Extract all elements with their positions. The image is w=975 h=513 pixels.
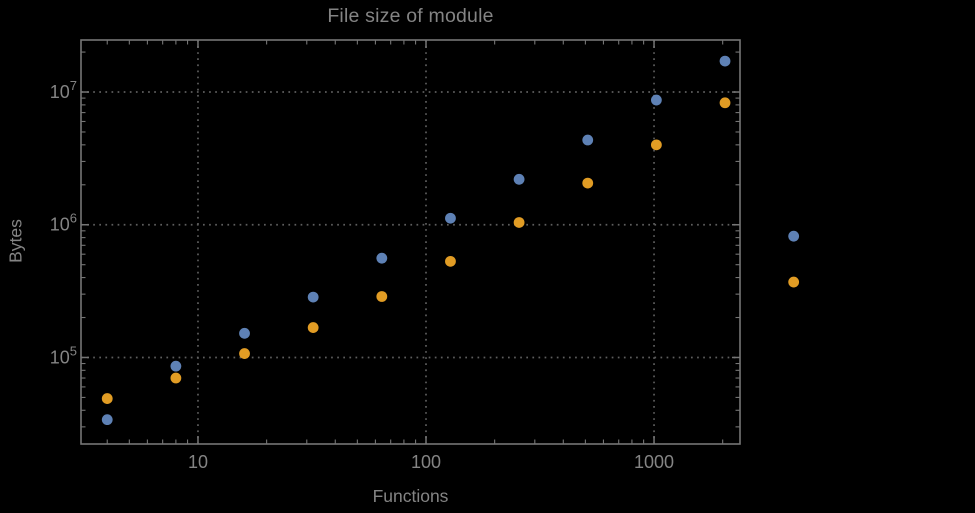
orange-point <box>513 217 525 228</box>
blue-point <box>788 230 800 242</box>
orange-point <box>582 177 594 189</box>
orange-point <box>788 276 800 288</box>
orange-point <box>307 322 319 333</box>
gridlines <box>81 40 740 444</box>
y-tick-label: 106 <box>50 211 77 235</box>
y-tick-label: 107 <box>50 78 77 102</box>
orange-point <box>650 139 662 151</box>
chart-title: File size of module <box>327 5 494 27</box>
orange-point <box>239 348 250 359</box>
blue-point <box>445 212 456 224</box>
blue-point <box>307 291 319 303</box>
y-tick-labels: 105 106 107 <box>50 78 77 367</box>
orange-point <box>719 97 731 109</box>
series-blue <box>101 55 800 426</box>
blue-point <box>582 134 594 146</box>
blue-point <box>650 94 662 106</box>
x-tick-label: 10 <box>188 452 208 472</box>
x-axis-label: Functions <box>372 486 449 506</box>
orange-point <box>376 291 388 302</box>
orange-point <box>445 255 456 267</box>
plot-frame <box>80 39 741 445</box>
orange-point <box>170 372 182 384</box>
blue-point <box>170 360 182 372</box>
blue-point <box>101 414 113 426</box>
x-tick-labels: 10 100 1000 <box>188 452 674 472</box>
y-axis-label: Bytes <box>5 219 26 263</box>
blue-point <box>719 55 731 67</box>
axis-ticks <box>81 40 740 444</box>
orange-point <box>101 393 113 404</box>
x-tick-label: 100 <box>411 452 441 472</box>
series-orange <box>101 97 800 404</box>
blue-point <box>376 252 388 264</box>
y-tick-label: 105 <box>50 343 77 367</box>
blue-point <box>239 327 250 339</box>
blue-point <box>513 173 525 185</box>
x-tick-label: 1000 <box>634 452 674 472</box>
